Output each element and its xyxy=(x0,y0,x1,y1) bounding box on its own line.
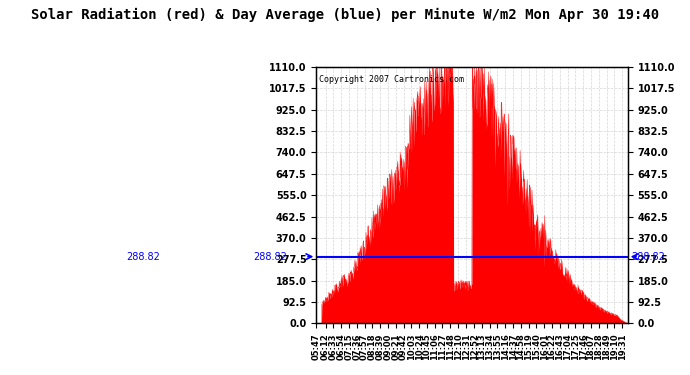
Text: 288.82: 288.82 xyxy=(254,252,288,262)
Text: Copyright 2007 Cartronics.com: Copyright 2007 Cartronics.com xyxy=(319,75,464,84)
Text: Solar Radiation (red) & Day Average (blue) per Minute W/m2 Mon Apr 30 19:40: Solar Radiation (red) & Day Average (blu… xyxy=(31,8,659,22)
Text: 288.82: 288.82 xyxy=(631,252,664,262)
Text: 288.82: 288.82 xyxy=(126,252,161,262)
